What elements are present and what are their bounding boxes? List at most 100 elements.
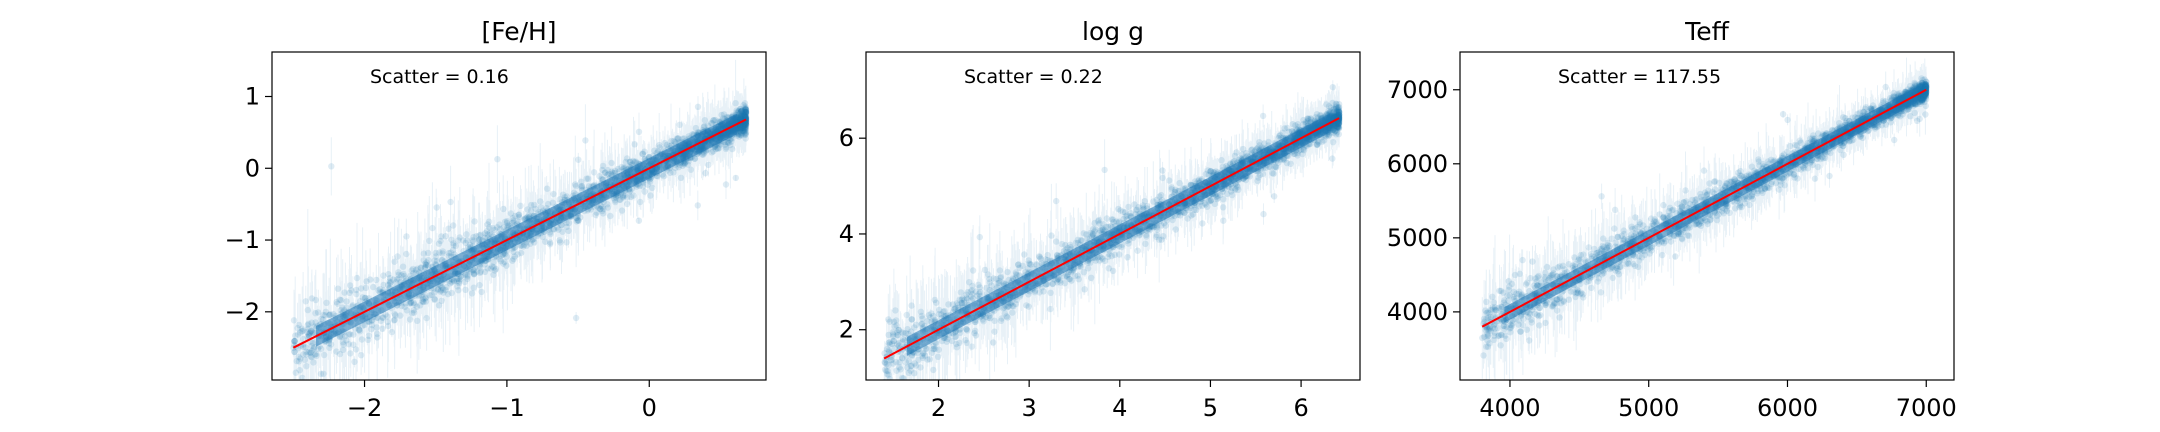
data-point — [720, 111, 728, 118]
data-point — [408, 310, 416, 317]
data-point — [1162, 222, 1169, 229]
data-point — [1062, 241, 1069, 249]
data-point — [951, 305, 958, 313]
data-point — [450, 278, 458, 285]
data-point — [741, 112, 749, 120]
data-point — [742, 114, 750, 121]
data-point — [1141, 198, 1149, 205]
data-point — [742, 130, 749, 137]
data-point — [317, 345, 325, 353]
data-point — [742, 103, 749, 110]
data-point — [966, 279, 973, 286]
data-point — [431, 257, 438, 264]
data-point — [1335, 108, 1343, 116]
data-point — [969, 290, 976, 298]
data-point — [544, 200, 552, 208]
data-point — [299, 327, 307, 334]
data-point — [1125, 203, 1132, 211]
data-point — [599, 162, 607, 170]
data-point — [1333, 120, 1341, 128]
data-point — [485, 218, 493, 225]
data-point — [462, 272, 469, 279]
data-point — [515, 211, 522, 219]
data-point — [1277, 131, 1284, 139]
data-point — [740, 113, 747, 120]
data-point — [561, 194, 569, 201]
data-point — [911, 370, 918, 377]
data-point — [1205, 198, 1213, 205]
data-point — [1217, 191, 1224, 198]
data-point — [736, 114, 743, 122]
data-point — [464, 272, 471, 279]
data-point — [575, 217, 582, 224]
data-point — [593, 209, 600, 216]
data-point — [438, 233, 445, 240]
data-point — [991, 317, 998, 324]
data-point — [740, 125, 747, 132]
data-point — [641, 188, 648, 195]
data-point — [585, 175, 592, 182]
data-point — [1335, 112, 1342, 120]
data-point — [624, 194, 631, 201]
data-point — [395, 269, 402, 276]
data-point — [417, 302, 424, 309]
data-point — [333, 348, 340, 355]
data-point — [1092, 257, 1099, 264]
data-point — [520, 241, 528, 249]
data-point — [1294, 150, 1301, 157]
data-point — [1328, 123, 1336, 131]
data-point — [622, 158, 630, 166]
data-point — [1335, 111, 1343, 118]
data-point — [1207, 167, 1214, 175]
data-point — [687, 166, 695, 173]
data-point — [1095, 216, 1103, 224]
data-point — [739, 124, 747, 132]
data-point — [1009, 309, 1016, 316]
data-point — [420, 295, 427, 302]
data-point — [439, 284, 446, 292]
data-point — [1202, 170, 1210, 178]
data-point — [1335, 111, 1343, 118]
data-point — [362, 284, 370, 292]
data-point — [1023, 302, 1030, 309]
data-point — [1156, 236, 1163, 243]
data-point — [1116, 251, 1123, 258]
data-point — [445, 225, 452, 232]
data-point — [1099, 255, 1106, 263]
data-point — [1275, 132, 1283, 140]
data-point — [900, 330, 907, 337]
data-point — [572, 214, 580, 222]
data-point — [473, 233, 480, 240]
data-point — [1304, 115, 1312, 122]
data-point — [1089, 230, 1096, 237]
data-point — [475, 238, 482, 245]
data-point — [886, 375, 894, 380]
data-point — [397, 312, 404, 319]
data-point — [727, 141, 734, 149]
data-point — [958, 299, 965, 307]
data-point — [491, 267, 499, 274]
data-point — [736, 123, 744, 130]
data-point — [691, 155, 698, 162]
data-point — [424, 249, 432, 257]
data-point — [470, 284, 477, 291]
data-point — [737, 122, 744, 130]
data-point — [601, 169, 609, 176]
data-point — [341, 333, 349, 340]
data-point — [742, 121, 749, 129]
data-point — [1325, 103, 1333, 110]
data-point — [938, 337, 946, 345]
data-point — [708, 120, 715, 127]
data-point — [498, 252, 505, 259]
data-point — [460, 237, 467, 244]
data-point — [739, 121, 746, 129]
data-point — [299, 328, 306, 335]
data-point — [990, 339, 997, 346]
data-point — [945, 301, 952, 308]
data-point — [742, 106, 749, 113]
data-point — [1131, 201, 1138, 208]
data-point — [1260, 210, 1267, 218]
data-point — [439, 248, 446, 255]
data-point — [618, 207, 626, 214]
data-point — [980, 318, 987, 325]
